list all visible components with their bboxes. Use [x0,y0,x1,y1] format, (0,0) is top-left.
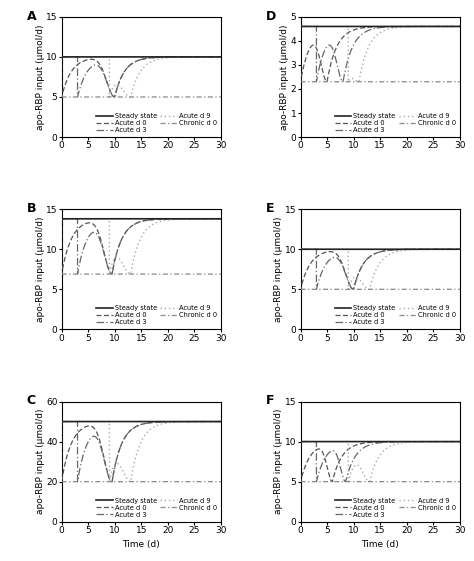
Y-axis label: apo-RBP input (μmol/d): apo-RBP input (μmol/d) [280,24,289,130]
Y-axis label: apo-RBP input (μmol/d): apo-RBP input (μmol/d) [36,217,45,322]
Y-axis label: apo-RBP input (μmol/d): apo-RBP input (μmol/d) [36,24,45,130]
Y-axis label: apo-RBP input (μmol/d): apo-RBP input (μmol/d) [274,409,283,514]
Y-axis label: apo-RBP input (μmol/d): apo-RBP input (μmol/d) [274,217,283,322]
Legend: Steady state, Acute d 0, Acute d 3, Acute d 9, Chronic d 0: Steady state, Acute d 0, Acute d 3, Acut… [334,305,456,326]
Legend: Steady state, Acute d 0, Acute d 3, Acute d 9, Chronic d 0: Steady state, Acute d 0, Acute d 3, Acut… [95,497,218,518]
Text: D: D [265,10,276,22]
Legend: Steady state, Acute d 0, Acute d 3, Acute d 9, Chronic d 0: Steady state, Acute d 0, Acute d 3, Acut… [95,112,218,134]
Text: E: E [265,202,274,215]
Text: B: B [27,202,36,215]
Text: A: A [27,10,36,22]
Text: C: C [27,394,36,407]
Legend: Steady state, Acute d 0, Acute d 3, Acute d 9, Chronic d 0: Steady state, Acute d 0, Acute d 3, Acut… [334,497,456,518]
Y-axis label: apo-RBP input (μmol/d): apo-RBP input (μmol/d) [36,409,45,514]
Legend: Steady state, Acute d 0, Acute d 3, Acute d 9, Chronic d 0: Steady state, Acute d 0, Acute d 3, Acut… [334,112,456,134]
X-axis label: Time (d): Time (d) [361,540,399,549]
Text: F: F [265,394,274,407]
Legend: Steady state, Acute d 0, Acute d 3, Acute d 9, Chronic d 0: Steady state, Acute d 0, Acute d 3, Acut… [95,305,218,326]
X-axis label: Time (d): Time (d) [122,540,160,549]
